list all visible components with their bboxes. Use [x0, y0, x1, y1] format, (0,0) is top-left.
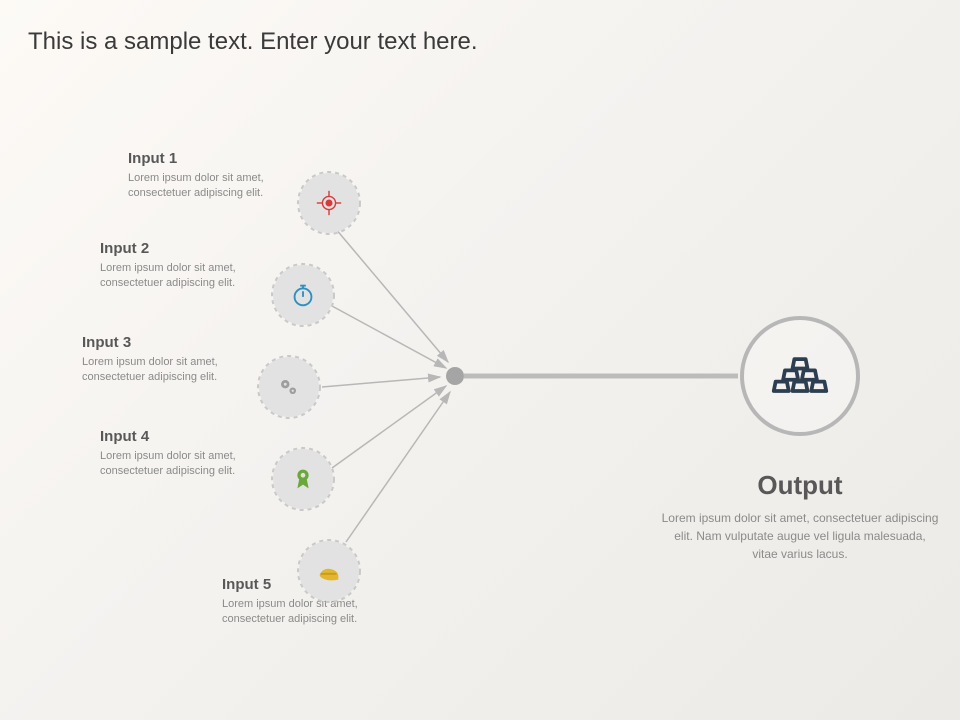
input-block-1: Input 1 Lorem ipsum dolor sit amet, cons… [128, 150, 298, 201]
tape-icon [314, 556, 344, 586]
input-title-3: Input 3 [82, 334, 252, 351]
arrow-1 [335, 228, 448, 362]
input-block-3: Input 3 Lorem ipsum dolor sit amet, cons… [82, 334, 252, 385]
stopwatch-icon [288, 280, 318, 310]
output-circle [740, 316, 860, 436]
output-title: Output [660, 470, 940, 501]
input-desc-1: Lorem ipsum dolor sit amet, consectetuer… [128, 171, 298, 201]
input-title-2: Input 2 [100, 240, 270, 257]
input-gear-1 [296, 170, 362, 236]
gold-bars-icon [770, 346, 830, 406]
input-title-1: Input 1 [128, 150, 298, 167]
convergence-dot [446, 367, 464, 385]
input-desc-2: Lorem ipsum dolor sit amet, consectetuer… [100, 261, 270, 291]
output-text-block: Output Lorem ipsum dolor sit amet, conse… [660, 470, 940, 563]
input-block-4: Input 4 Lorem ipsum dolor sit amet, cons… [100, 428, 270, 479]
diagram-canvas: Input 1 Lorem ipsum dolor sit amet, cons… [0, 0, 960, 720]
arrow-3 [322, 377, 440, 387]
input-block-2: Input 2 Lorem ipsum dolor sit amet, cons… [100, 240, 270, 291]
arrow-2 [332, 306, 446, 368]
ribbon-icon [288, 464, 318, 494]
gears-icon [274, 372, 304, 402]
arrow-4 [332, 386, 446, 468]
input-title-4: Input 4 [100, 428, 270, 445]
input-desc-3: Lorem ipsum dolor sit amet, consectetuer… [82, 355, 252, 385]
input-gear-3 [256, 354, 322, 420]
input-gear-2 [270, 262, 336, 328]
arrow-5 [346, 392, 450, 542]
input-gear-5 [296, 538, 362, 604]
input-gear-4 [270, 446, 336, 512]
target-icon [314, 188, 344, 218]
input-desc-4: Lorem ipsum dolor sit amet, consectetuer… [100, 449, 270, 479]
output-desc: Lorem ipsum dolor sit amet, consectetuer… [660, 509, 940, 563]
